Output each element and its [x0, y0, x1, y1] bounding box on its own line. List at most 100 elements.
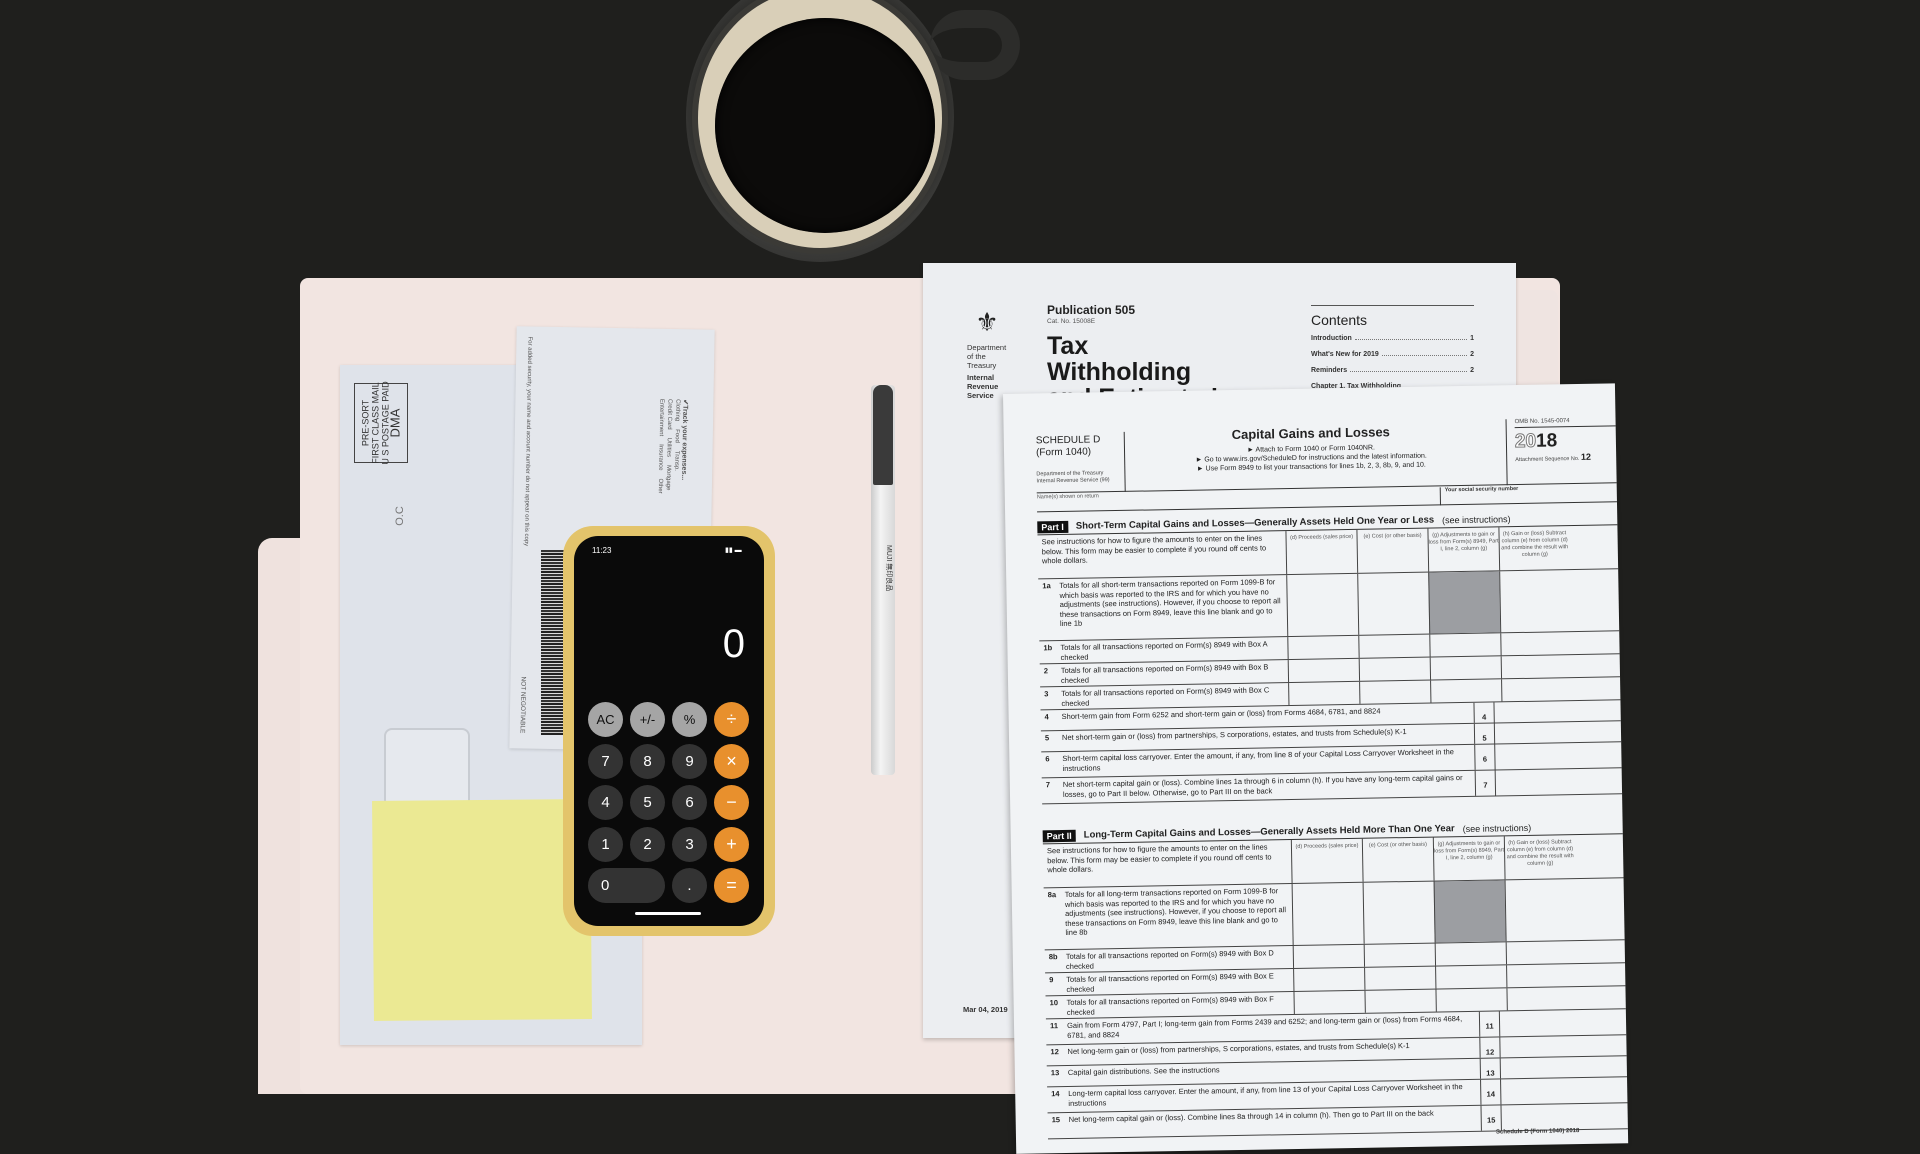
- table-row: 8a Totals for all long-term transactions …: [1043, 878, 1625, 951]
- amount-cell[interactable]: [1435, 988, 1507, 1012]
- calc-key[interactable]: %: [672, 702, 707, 737]
- amount-cell[interactable]: [1499, 1036, 1579, 1058]
- toc-entry: Introduction 1: [1311, 335, 1474, 342]
- track-option[interactable]: Transp.: [673, 450, 680, 471]
- track-option[interactable]: Mortgage: [664, 464, 672, 491]
- status-time: 11:23: [592, 546, 612, 555]
- part-1: Part I Short-Term Capital Gains and Losse…: [1037, 509, 1623, 805]
- amount-cell[interactable]: [1287, 658, 1360, 683]
- pen-cap: [873, 385, 893, 485]
- amount-cell[interactable]: [1493, 701, 1573, 723]
- toc-entry: What's New for 2019 2: [1311, 351, 1474, 358]
- envelope-window: [384, 728, 470, 808]
- amount-cell[interactable]: [1293, 990, 1365, 1015]
- calc-key[interactable]: 6: [672, 785, 707, 820]
- ssn-field[interactable]: Your social security number: [1439, 486, 1519, 506]
- publication-date: Mar 04, 2019: [963, 1005, 1008, 1014]
- amount-cell[interactable]: [1287, 635, 1359, 660]
- calc-key[interactable]: ×: [714, 743, 749, 779]
- amount-cell[interactable]: [1499, 570, 1572, 633]
- amount-cell[interactable]: [1494, 769, 1575, 796]
- amount-cell[interactable]: [1291, 882, 1364, 946]
- amount-cell[interactable]: [1494, 743, 1574, 770]
- toc-entry: Chapter 1. Tax Withholding: [1311, 383, 1402, 390]
- calc-key[interactable]: +: [714, 826, 749, 862]
- envelope-mark: O.C: [393, 506, 406, 526]
- amount-cell[interactable]: [1504, 879, 1577, 942]
- track-option[interactable]: Food: [673, 429, 680, 443]
- mug-handle: [930, 10, 1020, 80]
- calculator-display: 0: [722, 622, 745, 666]
- signal-battery-icon: ▮▮ ▬: [725, 547, 742, 554]
- amount-cell[interactable]: [1500, 1078, 1580, 1105]
- calc-key[interactable]: 3: [672, 826, 707, 862]
- amount-cell[interactable]: [1429, 656, 1502, 680]
- amount-cell[interactable]: [1501, 678, 1573, 702]
- form-header: SCHEDULE D (Form 1040) Department of the …: [1035, 417, 1617, 494]
- amount-cell[interactable]: [1500, 655, 1573, 679]
- calc-key[interactable]: 0: [588, 868, 665, 903]
- amount-cell[interactable]: [1286, 573, 1359, 637]
- sticky-note: [372, 799, 592, 1021]
- amount-cell[interactable]: [1364, 989, 1436, 1013]
- home-indicator[interactable]: [635, 912, 701, 915]
- amount-cell[interactable]: [1505, 941, 1578, 965]
- table-row: 1a Totals for all short-term transactions…: [1038, 569, 1620, 642]
- track-option[interactable]: Clothing: [674, 399, 681, 422]
- amount-cell[interactable]: [1358, 634, 1430, 658]
- track-option[interactable]: Utilities: [665, 437, 672, 458]
- track-options-row-2: Credit Card Utilities Mortgage: [665, 399, 673, 498]
- amount-cell[interactable]: [1359, 680, 1431, 704]
- pen-brand: MUJI 無印良品: [885, 545, 892, 592]
- calc-key[interactable]: =: [714, 868, 749, 903]
- amount-cell[interactable]: [1293, 967, 1365, 992]
- calc-key[interactable]: 9: [672, 743, 707, 779]
- amount-cell[interactable]: [1433, 880, 1506, 943]
- amount-cell[interactable]: [1288, 681, 1360, 706]
- calc-key[interactable]: .: [672, 868, 707, 903]
- track-option[interactable]: Entertainment: [657, 398, 665, 437]
- amount-cell[interactable]: [1430, 679, 1502, 703]
- calc-key[interactable]: 4: [588, 785, 623, 820]
- amount-cell[interactable]: [1429, 633, 1501, 657]
- track-option[interactable]: Other: [656, 478, 664, 494]
- amount-cell[interactable]: [1506, 987, 1578, 1011]
- calc-key[interactable]: 7: [588, 743, 623, 779]
- amount-cell[interactable]: [1357, 572, 1430, 635]
- amount-cell[interactable]: [1493, 722, 1574, 744]
- amount-cell[interactable]: [1499, 1057, 1580, 1079]
- calc-key[interactable]: −: [714, 785, 749, 820]
- calc-key[interactable]: +/-: [630, 702, 665, 737]
- amount-cell[interactable]: [1500, 632, 1572, 656]
- track-options-row-3: Entertainment Insurance Other: [657, 399, 665, 502]
- track-option[interactable]: Insurance: [657, 444, 664, 471]
- amount-cell[interactable]: [1500, 1104, 1580, 1131]
- calc-key[interactable]: AC: [588, 702, 623, 737]
- amount-cell[interactable]: [1435, 965, 1507, 989]
- amount-cell[interactable]: [1434, 942, 1507, 966]
- coffee: [715, 18, 935, 233]
- tax-year: 2018: [1514, 430, 1558, 453]
- calc-key[interactable]: 5: [630, 785, 665, 820]
- postage-indicia: PRE-SORT FIRST CLASS MAIL U S POSTAGE PA…: [354, 381, 408, 465]
- contents: Contents Introduction 1 What's New for 201…: [1311, 305, 1474, 399]
- publication-number: Publication 505: [1047, 303, 1136, 317]
- calc-key[interactable]: 1: [588, 826, 623, 862]
- track-option[interactable]: Credit Card: [665, 398, 673, 430]
- schedule-d-form: SCHEDULE D (Form 1040) Department of the …: [1003, 383, 1629, 1154]
- amount-cell[interactable]: [1364, 966, 1436, 990]
- amount-cell[interactable]: [1498, 1010, 1579, 1037]
- calc-key[interactable]: 2: [630, 826, 665, 862]
- amount-cell[interactable]: [1362, 881, 1435, 944]
- form-title: Capital Gains and Losses: [1231, 424, 1390, 443]
- amount-cell[interactable]: [1506, 964, 1578, 988]
- amount-cell[interactable]: [1363, 943, 1436, 967]
- amount-cell[interactable]: [1428, 571, 1501, 634]
- part-2: Part II Long-Term Capital Gains and Losse…: [1042, 818, 1628, 1140]
- irs-eagle-logo: ⚜: [975, 307, 999, 337]
- calc-key[interactable]: 8: [630, 743, 665, 779]
- amount-cell[interactable]: [1358, 657, 1431, 681]
- amount-cell[interactable]: [1292, 944, 1365, 969]
- cat-no: Cat. No. 15008E: [1047, 318, 1096, 325]
- calc-key[interactable]: ÷: [714, 702, 749, 737]
